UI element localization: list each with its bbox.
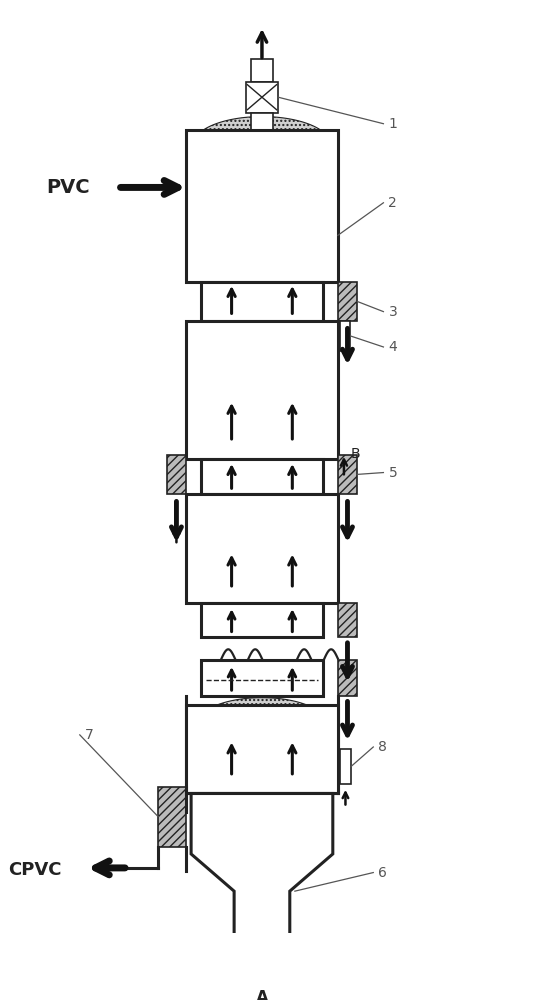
Text: 7: 7: [85, 728, 94, 742]
Text: A: A: [256, 989, 268, 1000]
Bar: [186, 130, 338, 282]
Text: 5: 5: [388, 466, 397, 480]
Bar: [201, 660, 323, 696]
Bar: [338, 282, 357, 321]
Text: 3: 3: [388, 305, 397, 319]
Bar: [186, 321, 338, 459]
Bar: [251, 59, 273, 82]
Bar: [338, 660, 357, 696]
Bar: [167, 455, 186, 494]
Polygon shape: [189, 117, 335, 277]
Text: 8: 8: [378, 740, 387, 754]
Bar: [201, 459, 323, 494]
Bar: [186, 705, 338, 793]
Bar: [338, 603, 357, 637]
Bar: [201, 603, 323, 637]
Text: B: B: [351, 447, 360, 461]
Bar: [251, 113, 273, 130]
Text: CPVC: CPVC: [9, 861, 62, 879]
Polygon shape: [189, 486, 335, 598]
Bar: [338, 455, 357, 494]
Bar: [246, 82, 278, 113]
Text: PVC: PVC: [46, 178, 90, 197]
Text: 1: 1: [388, 117, 398, 131]
Text: 2: 2: [388, 196, 397, 210]
Polygon shape: [189, 698, 335, 789]
Bar: [340, 749, 351, 784]
Bar: [201, 282, 323, 321]
Bar: [186, 494, 338, 603]
Polygon shape: [191, 793, 333, 938]
Text: 6: 6: [378, 866, 387, 880]
Text: 4: 4: [388, 340, 397, 354]
Bar: [158, 787, 186, 847]
Bar: [340, 321, 350, 351]
Polygon shape: [189, 313, 335, 454]
